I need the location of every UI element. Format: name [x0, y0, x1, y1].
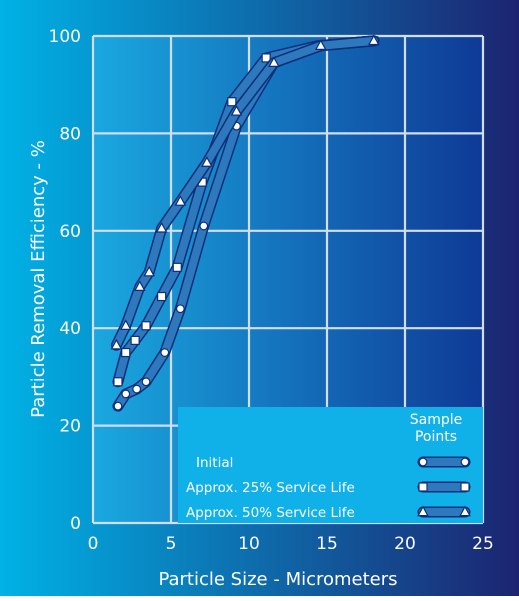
series-layer	[110, 34, 380, 412]
data-point-triangle	[314, 39, 327, 50]
tick-labels: 0 5 10 15 20 25 0 20 40 60 80 100	[49, 27, 494, 554]
series-approx-50-service-life	[110, 34, 380, 351]
data-point-triangle	[133, 280, 146, 292]
legend-marker-square	[418, 482, 428, 492]
data-point-square	[113, 377, 123, 387]
data-point-square	[172, 262, 182, 272]
x-tick-label: 0	[88, 534, 99, 554]
data-point-circle	[199, 221, 209, 231]
y-axis-label: Particle Removal Efficiency - %	[28, 140, 49, 418]
x-tick-label: 25	[472, 534, 494, 554]
legend-marker-circle	[460, 457, 470, 467]
y-tick-label: 20	[59, 417, 81, 437]
data-point-triangle	[201, 156, 213, 167]
data-point-triangle	[143, 265, 155, 277]
legend-item-label: Approx. 50% Service Life	[186, 505, 355, 521]
data-point-circle	[113, 401, 123, 411]
data-point-circle	[121, 389, 131, 399]
y-tick-label: 100	[49, 27, 81, 47]
data-point-square	[261, 53, 271, 63]
data-point-square	[157, 291, 167, 302]
x-tick-label: 5	[166, 534, 177, 554]
legend-item-label: Initial	[196, 455, 233, 471]
legend-item-initial: Initial	[196, 455, 471, 471]
data-point-square	[121, 347, 131, 358]
y-tick-label: 40	[59, 319, 81, 339]
data-point-triangle	[268, 56, 280, 67]
legend-marker-circle	[418, 457, 428, 467]
data-point-triangle	[110, 338, 123, 350]
data-point-circle	[141, 377, 151, 387]
legend-item-approx-25-service-life: Approx. 25% Service Life	[186, 480, 471, 496]
legend-item-approx-50-service-life: Approx. 50% Service Life	[186, 505, 471, 521]
y-tick-label: 80	[59, 124, 81, 144]
x-tick-label: 15	[316, 534, 338, 554]
legend-marker-triangle	[459, 505, 471, 517]
data-point-triangle	[230, 105, 243, 116]
data-point-square	[130, 335, 140, 345]
data-point-square	[227, 97, 237, 107]
data-point-circle	[175, 304, 185, 314]
data-point-triangle	[119, 319, 132, 330]
y-tick-label: 0	[70, 514, 81, 534]
data-point-circle	[160, 348, 170, 357]
data-point-triangle	[367, 34, 380, 46]
y-tick-label: 60	[59, 222, 81, 242]
x-tick-label: 10	[238, 534, 260, 554]
legend-marker-square	[460, 482, 470, 492]
legend: Sample Points Initial Approx. 25% Service L…	[178, 407, 483, 523]
data-point-triangle	[174, 195, 187, 206]
x-tick-label: 20	[394, 534, 416, 554]
data-point-triangle	[155, 221, 168, 233]
data-point-square	[141, 321, 151, 331]
x-axis-label: Particle Size - Micrometers	[158, 569, 397, 590]
legend-marker-triangle	[417, 505, 429, 517]
data-point-circle	[132, 384, 142, 394]
legend-item-label: Approx. 25% Service Life	[186, 480, 355, 496]
legend-title: Sample Points	[410, 412, 463, 445]
